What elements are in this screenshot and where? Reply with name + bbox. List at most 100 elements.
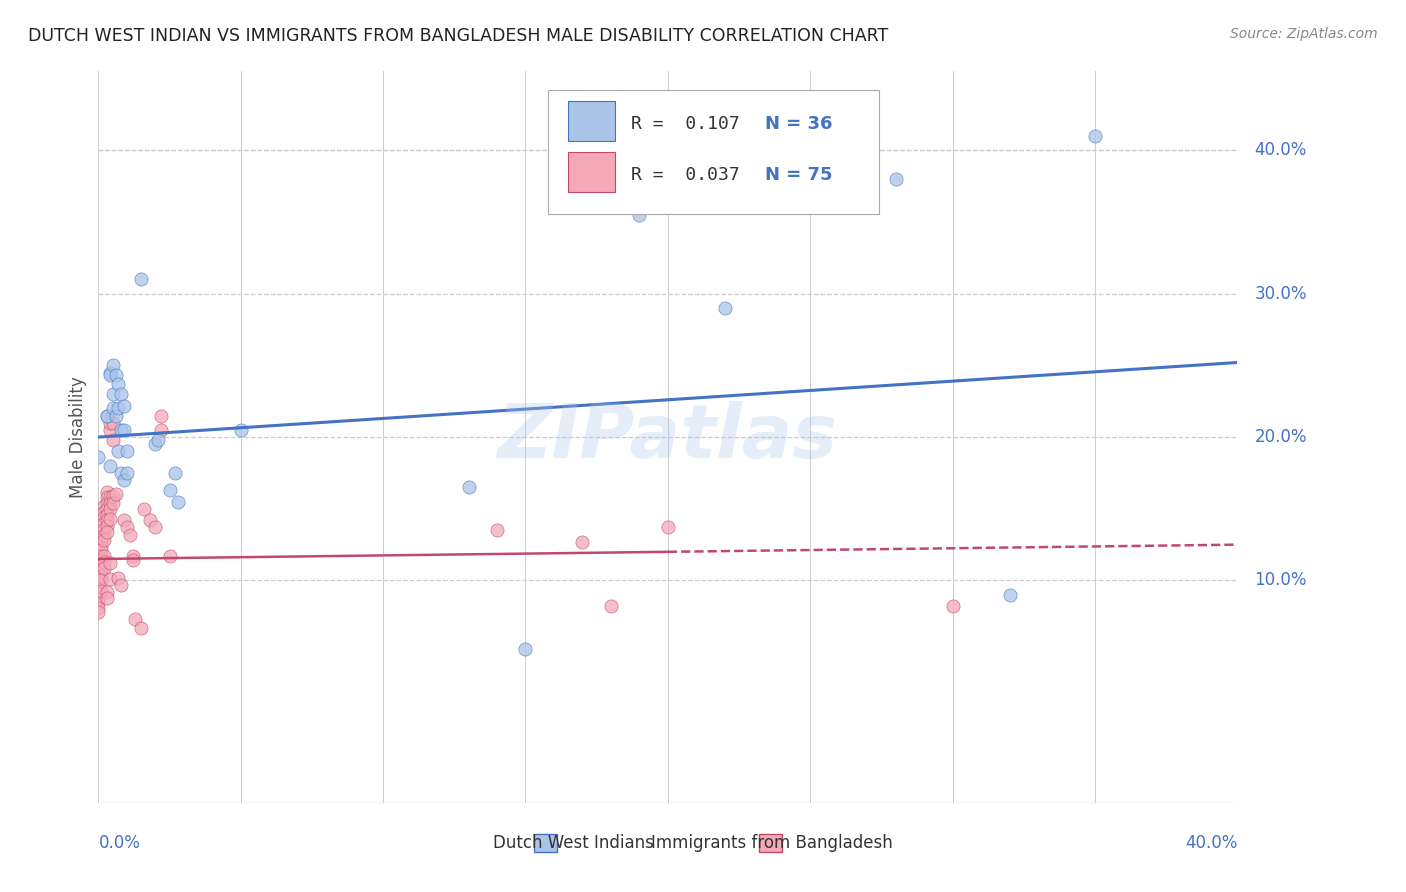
Point — [87, 582, 110, 596]
Point — [98, 416, 121, 430]
Text: 30.0%: 30.0% — [1254, 285, 1306, 302]
Point — [98, 556, 121, 570]
Point — [571, 534, 593, 549]
Point — [93, 499, 115, 513]
Text: R =  0.107: R = 0.107 — [631, 115, 740, 133]
Point — [96, 491, 118, 505]
Point — [98, 423, 121, 437]
Point — [98, 501, 121, 516]
Text: Immigrants from Bangladesh: Immigrants from Bangladesh — [651, 834, 893, 852]
Point — [93, 555, 115, 569]
Point — [98, 512, 121, 526]
Point — [90, 539, 112, 553]
Point — [112, 423, 135, 437]
Point — [124, 612, 146, 626]
Text: Dutch West Indians: Dutch West Indians — [494, 834, 654, 852]
Point — [110, 423, 132, 437]
Text: 0.0%: 0.0% — [98, 834, 141, 852]
Point — [628, 208, 651, 222]
Point — [101, 496, 124, 510]
Point — [112, 473, 135, 487]
Point — [96, 501, 118, 516]
Point — [101, 401, 124, 416]
FancyBboxPatch shape — [548, 90, 879, 214]
Point — [87, 572, 110, 586]
Point — [98, 496, 121, 510]
Point — [121, 553, 143, 567]
Point — [104, 487, 127, 501]
Point — [90, 543, 112, 558]
Point — [96, 496, 118, 510]
Point — [96, 591, 118, 605]
Point — [129, 272, 152, 286]
Point — [129, 621, 152, 635]
Point — [942, 599, 965, 614]
Point — [998, 588, 1021, 602]
Point — [90, 569, 112, 583]
Point — [87, 597, 110, 611]
Point — [145, 520, 167, 534]
Point — [657, 520, 679, 534]
Point — [93, 533, 115, 548]
Y-axis label: Male Disability: Male Disability — [69, 376, 87, 498]
Point — [93, 527, 115, 541]
Point — [107, 444, 129, 458]
Point — [90, 553, 112, 567]
Point — [90, 583, 112, 598]
Point — [115, 466, 138, 480]
Point — [457, 480, 479, 494]
Point — [110, 466, 132, 480]
Point — [93, 522, 115, 536]
Point — [101, 416, 124, 430]
Text: R =  0.037: R = 0.037 — [631, 166, 740, 185]
Point — [101, 433, 124, 447]
Point — [87, 605, 110, 619]
Point — [87, 567, 110, 582]
Text: 40.0%: 40.0% — [1254, 141, 1306, 160]
Point — [138, 513, 160, 527]
Point — [96, 519, 118, 533]
Point — [515, 642, 537, 657]
Point — [112, 399, 135, 413]
Point — [98, 572, 121, 586]
Point — [87, 450, 110, 465]
Point — [115, 444, 138, 458]
Point — [90, 574, 112, 588]
Point — [167, 494, 190, 508]
Point — [87, 592, 110, 607]
Point — [600, 599, 623, 614]
Text: Source: ZipAtlas.com: Source: ZipAtlas.com — [1230, 27, 1378, 41]
Point — [90, 533, 112, 548]
Point — [121, 549, 143, 563]
Point — [884, 172, 907, 186]
Point — [1084, 128, 1107, 143]
Point — [714, 301, 737, 315]
Point — [96, 484, 118, 499]
Point — [98, 491, 121, 505]
Point — [96, 513, 118, 527]
Point — [148, 433, 170, 447]
Point — [87, 576, 110, 591]
Point — [87, 586, 110, 600]
Point — [90, 559, 112, 574]
Text: N = 75: N = 75 — [765, 166, 832, 185]
Point — [101, 359, 124, 373]
Point — [159, 549, 181, 563]
Point — [87, 556, 110, 570]
Point — [107, 571, 129, 585]
Point — [87, 552, 110, 566]
Point — [90, 549, 112, 563]
Point — [98, 366, 121, 380]
Point — [93, 510, 115, 524]
Point — [104, 368, 127, 383]
Point — [486, 524, 509, 538]
Point — [98, 368, 121, 383]
Point — [110, 387, 132, 401]
Point — [101, 489, 124, 503]
Point — [96, 409, 118, 423]
FancyBboxPatch shape — [568, 101, 616, 141]
Point — [110, 578, 132, 592]
Point — [150, 423, 173, 437]
Text: DUTCH WEST INDIAN VS IMMIGRANTS FROM BANGLADESH MALE DISABILITY CORRELATION CHAR: DUTCH WEST INDIAN VS IMMIGRANTS FROM BAN… — [28, 27, 889, 45]
Point — [96, 409, 118, 423]
